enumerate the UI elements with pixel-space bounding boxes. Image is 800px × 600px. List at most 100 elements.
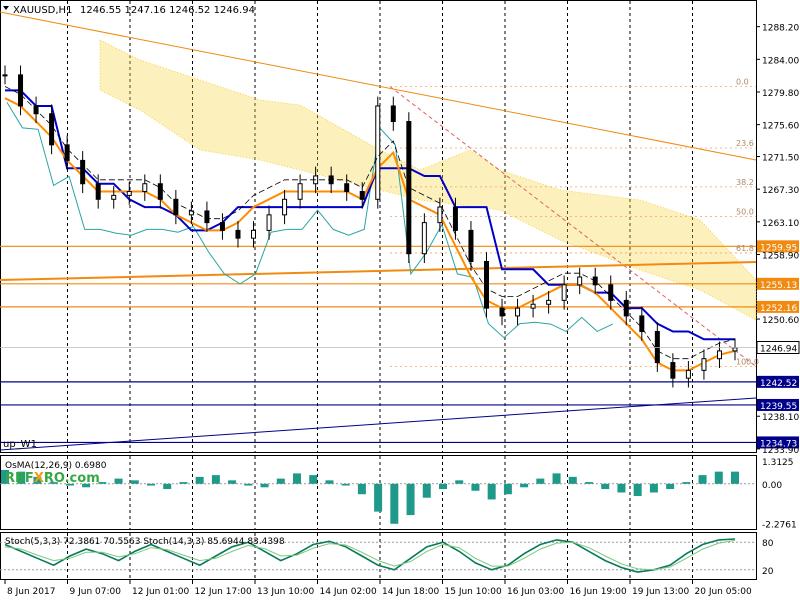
candle-body	[266, 214, 272, 231]
osma-bar	[228, 480, 237, 484]
osma-bar	[163, 483, 172, 490]
candle-body	[18, 74, 24, 107]
candle-body	[421, 222, 427, 255]
osma-bar	[536, 478, 545, 484]
dashed-ma-line	[4, 86, 736, 360]
time-label: 16 Jun 19:00	[570, 587, 627, 597]
osma-bar	[260, 483, 269, 488]
level-price-label: 1259.95	[760, 243, 797, 253]
candle-body	[235, 229, 241, 239]
osma-bar	[179, 482, 188, 484]
time-label: 9 Jun 07:00	[70, 587, 122, 597]
current-price-box	[756, 340, 800, 354]
osma-bar	[82, 483, 91, 488]
candle-body	[608, 284, 614, 301]
level-price-label: 1242.52	[760, 379, 797, 389]
candle-body	[219, 222, 225, 231]
price-axis: 1288.20 1284.00 1279.80 1275.60 1271.50 1267.…	[0, 24, 800, 456]
osma-label: OsMA(12,26,9) 0.6980	[5, 461, 107, 471]
candle-body	[546, 299, 552, 305]
dropdown-triangle-icon[interactable]	[3, 6, 9, 10]
level-price-label: 1255.13	[760, 281, 797, 291]
candle-body	[80, 159, 86, 185]
price-tick-label: 1267.30	[762, 186, 799, 196]
fib-label: 0.0	[736, 78, 749, 87]
osma-bar	[114, 478, 123, 484]
candle-body	[654, 330, 660, 364]
chart-ohlc: 1246.55 1247.16 1246.52 1246.94	[80, 5, 255, 16]
level-price-box	[757, 375, 799, 388]
candle-body	[499, 307, 505, 317]
level-price-box	[757, 300, 799, 313]
osma-bar	[552, 473, 561, 484]
osma-bar	[698, 475, 707, 484]
osma-bar	[455, 480, 464, 484]
stoch-label: Stoch(5,3,3) 72.3861 70.5563 Stoch(14,3,…	[5, 537, 285, 547]
osma-bar	[649, 483, 658, 493]
candle-body	[173, 198, 179, 216]
price-tick-label: 1233.90	[762, 446, 799, 456]
osma-bar	[585, 482, 593, 484]
candle-body	[468, 229, 474, 262]
price-tick-label: 1284.00	[762, 56, 799, 66]
candle-body	[483, 260, 489, 309]
price-series	[2, 65, 738, 388]
candle-body	[64, 144, 70, 161]
watermark: RBFXRO.com	[5, 471, 100, 486]
fib-label: 38.2	[736, 178, 754, 187]
price-tick-label: 1279.80	[762, 89, 799, 99]
candle-body	[375, 105, 381, 200]
level-price-label: 1239.55	[760, 402, 797, 412]
fib-label: 23.6	[736, 139, 754, 148]
candle-body	[716, 350, 722, 360]
candle-body	[251, 229, 257, 239]
resistance-trendline	[0, 11, 757, 161]
candle-body	[561, 284, 567, 301]
price-tick-label: 1271.50	[762, 154, 799, 164]
candle-body	[282, 198, 288, 216]
price-tick-label: 1263.10	[762, 219, 799, 229]
trend-label: up_W1	[3, 439, 37, 450]
candle-body	[126, 191, 132, 196]
level-price-box	[757, 277, 799, 290]
stoch-main-line	[4, 538, 736, 573]
candle-body	[390, 105, 396, 123]
stoch-signal-line	[4, 539, 736, 571]
osma-bar	[731, 471, 739, 484]
osma-bar	[130, 480, 139, 484]
osma-bar	[666, 483, 675, 490]
osma-bar	[49, 482, 58, 484]
trend-lines	[0, 11, 757, 451]
level-price-label: 1234.73	[760, 439, 797, 449]
osma-bar	[195, 476, 204, 484]
candle-body	[452, 206, 458, 231]
support-trendline	[0, 397, 757, 451]
osma-bar	[439, 483, 447, 490]
osma-bar	[1, 469, 9, 484]
price-tick-label: 1288.20	[762, 24, 799, 34]
osma-bar	[293, 473, 301, 484]
osma-bar	[617, 483, 626, 493]
osma-bar	[714, 471, 723, 484]
price-tick-label: 1275.60	[762, 122, 799, 132]
osma-bar	[309, 475, 318, 484]
osma-bar	[65, 483, 74, 486]
time-label: 13 Jun 10:00	[257, 587, 314, 597]
time-label: 15 Jun 10:00	[445, 587, 502, 597]
fib-label: 100.0	[736, 357, 759, 366]
candle-body	[577, 276, 583, 286]
candle-body	[437, 206, 443, 224]
osma-bar	[17, 471, 26, 484]
level-price-box	[757, 240, 799, 253]
candle-body	[2, 74, 8, 77]
candle-body	[732, 347, 738, 352]
time-label: 16 Jun 03:00	[507, 587, 564, 597]
time-label: 14 Jun 18:00	[382, 587, 439, 597]
osma-bar	[520, 483, 529, 488]
candle-body	[204, 210, 210, 224]
candle-body	[359, 191, 365, 200]
osma-bar	[422, 483, 431, 498]
level-price-box	[757, 436, 799, 449]
osma-bar	[325, 480, 334, 484]
